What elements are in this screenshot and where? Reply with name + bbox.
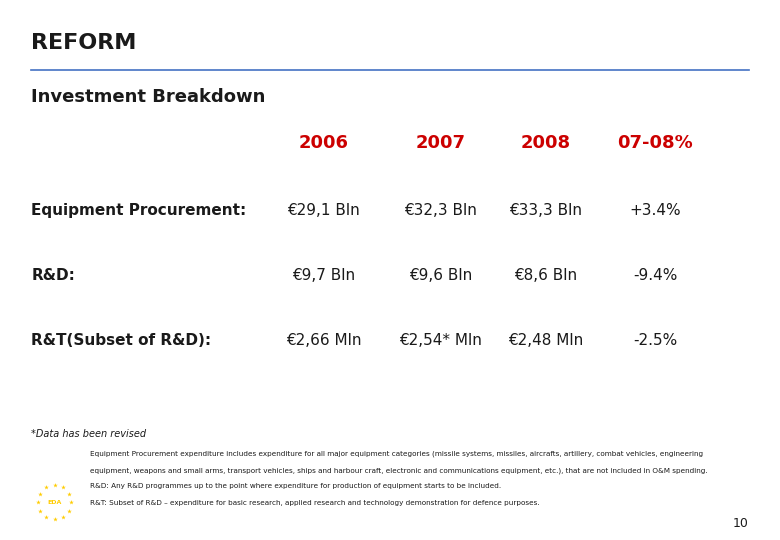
Text: R&D:: R&D:	[31, 268, 75, 283]
Text: +3.4%: +3.4%	[629, 203, 681, 218]
Text: €9,7 Bln: €9,7 Bln	[292, 268, 355, 283]
Text: 2006: 2006	[299, 134, 349, 152]
Text: R&T: Subset of R&D – expenditure for basic research, applied research and techno: R&T: Subset of R&D – expenditure for bas…	[90, 500, 539, 505]
Text: R&D: Any R&D programmes up to the point where expenditure for production of equi: R&D: Any R&D programmes up to the point …	[90, 483, 501, 489]
Text: R&T(Subset of R&D):: R&T(Subset of R&D):	[31, 333, 211, 348]
Text: €32,3 Bln: €32,3 Bln	[404, 203, 477, 218]
Text: €9,6 Bln: €9,6 Bln	[409, 268, 473, 283]
Text: EDA: EDA	[48, 500, 62, 505]
Text: €33,3 Bln: €33,3 Bln	[509, 203, 583, 218]
Text: *Data has been revised: *Data has been revised	[31, 429, 147, 440]
Text: €8,6 Bln: €8,6 Bln	[515, 268, 577, 283]
Text: Investment Breakdown: Investment Breakdown	[31, 88, 265, 106]
Text: REFORM: REFORM	[31, 33, 136, 53]
Text: equipment, weapons and small arms, transport vehicles, ships and harbour craft, : equipment, weapons and small arms, trans…	[90, 467, 707, 474]
Text: 10: 10	[733, 517, 749, 530]
Text: Equipment Procurement:: Equipment Procurement:	[31, 203, 246, 218]
Text: 2008: 2008	[521, 134, 571, 152]
Text: 2007: 2007	[416, 134, 466, 152]
Text: Equipment Procurement expenditure includes expenditure for all major equipment c: Equipment Procurement expenditure includ…	[90, 451, 703, 457]
Text: €2,48 Mln: €2,48 Mln	[509, 333, 583, 348]
Text: €2,66 Mln: €2,66 Mln	[286, 333, 361, 348]
Text: €29,1 Bln: €29,1 Bln	[287, 203, 360, 218]
Text: €2,54* Mln: €2,54* Mln	[399, 333, 482, 348]
Text: -2.5%: -2.5%	[633, 333, 677, 348]
Text: 07-08%: 07-08%	[617, 134, 693, 152]
Text: -9.4%: -9.4%	[633, 268, 677, 283]
